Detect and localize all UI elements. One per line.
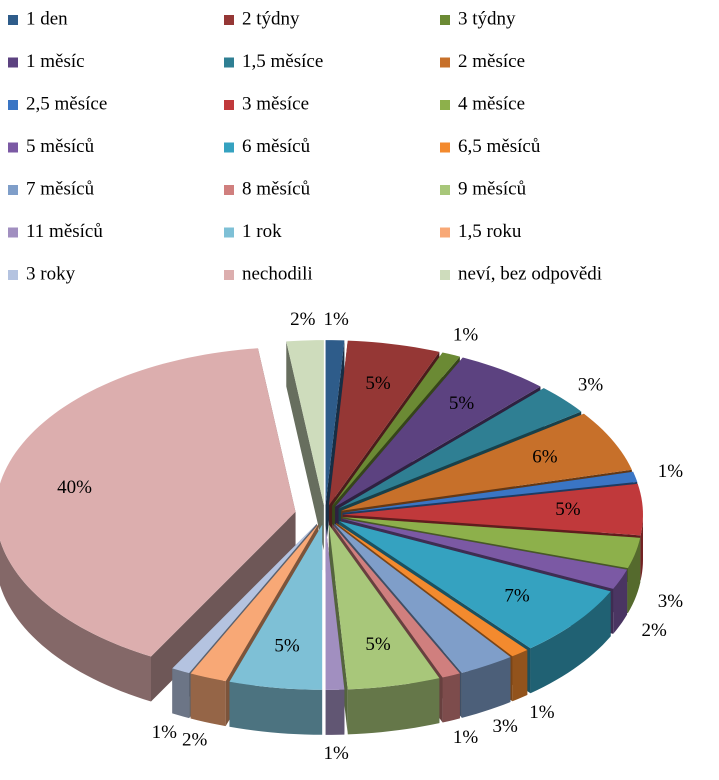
slice [325,524,345,690]
slice [328,524,440,690]
data-label: 1% [323,309,349,330]
slice-side [0,540,152,702]
slice-wall [286,341,324,551]
data-label: 40% [57,477,92,498]
legend-label: 2 týdny [242,8,300,29]
legend-label: 7 měsíců [26,178,95,199]
legend-label: 2,5 měsíce [26,93,107,114]
slice [341,413,632,511]
slice [338,388,582,509]
data-label: 7% [504,585,530,606]
legend-swatch [224,100,234,110]
slice-side [627,537,641,614]
slice-side [325,689,345,735]
slice [332,524,460,678]
slice [0,348,296,657]
data-label: 3% [578,375,604,396]
legend-swatch [8,227,18,238]
data-label: 5% [449,393,475,414]
legend-swatch [440,57,450,68]
data-label: 2% [182,729,208,750]
legend-swatch [440,185,450,195]
data-label: 1% [152,722,178,743]
data-label: 3% [658,591,684,612]
legend-label: 1 rok [242,221,282,242]
legend-label: 1,5 roku [458,221,522,242]
legend-label: 3 týdny [458,8,516,29]
data-label: 1% [453,727,479,748]
legend-swatch [8,185,18,195]
legend-label: 1 měsíc [26,51,85,72]
slice [341,518,628,589]
slice [336,522,528,657]
data-label: 1% [658,461,684,482]
legend-swatch [440,15,450,25]
legend-label: 1,5 měsíce [242,51,323,72]
legend-label: 4 měsíce [458,93,525,114]
legend-swatch [224,15,234,25]
legend-label: nechodili [242,263,313,284]
slice [328,340,440,506]
slice [342,471,638,513]
slice [172,523,317,674]
slice [339,521,611,649]
legend-label: 2 měsíce [458,51,525,72]
legend-swatch [440,100,450,110]
slice-side [461,657,511,718]
data-label: 5% [274,635,300,656]
slice-side [442,673,460,723]
data-label: 1% [453,325,479,346]
legend-swatch [8,100,18,110]
data-label: 1% [529,702,555,723]
data-label: 2% [290,309,316,330]
legend-label: neví, bez odpovědi [458,263,602,284]
data-label: 6% [532,446,558,467]
legend-label: 6 měsíců [242,136,311,157]
legend-label: 9 měsíců [458,178,527,199]
legend-swatch [224,142,234,153]
data-label: 1% [323,743,349,764]
data-label: 3% [493,716,519,737]
legend-label: 8 měsíců [242,178,311,199]
slice-side [347,678,440,735]
data-label: 2% [641,620,667,641]
slice-side [172,668,190,719]
legend-swatch [224,185,234,195]
legend-swatch [8,15,18,25]
data-label: 5% [365,373,391,394]
slice-side [613,569,628,634]
legend-swatch [8,142,18,153]
legend-label: 5 měsíců [26,136,95,157]
slice-side [512,649,528,702]
slice [325,340,345,506]
data-label: 5% [365,634,391,655]
slice-side [190,673,226,727]
slice [335,357,541,507]
legend-swatch [440,142,450,153]
slice-side [640,514,643,581]
slice [190,524,319,682]
slice [286,340,324,506]
slice [342,483,643,536]
legend-label: 6,5 měsíců [458,136,541,157]
legend-swatch [8,270,18,280]
slice [342,517,641,569]
legend-label: 3 roky [26,263,76,284]
slice-side [530,591,611,694]
slice [229,524,323,690]
slice [332,352,460,506]
legend-label: 11 měsíců [26,221,103,242]
slice-side [229,681,323,735]
legend-swatch [8,57,18,68]
data-label: 5% [555,499,581,520]
legend-swatch [224,227,234,238]
legend-swatch [440,227,450,238]
slice [334,523,511,673]
legend-swatch [224,57,234,68]
legend-label: 1 den [26,8,68,29]
legend-swatch [440,270,450,280]
legend-label: 3 měsíce [242,93,309,114]
legend-swatch [224,270,234,280]
